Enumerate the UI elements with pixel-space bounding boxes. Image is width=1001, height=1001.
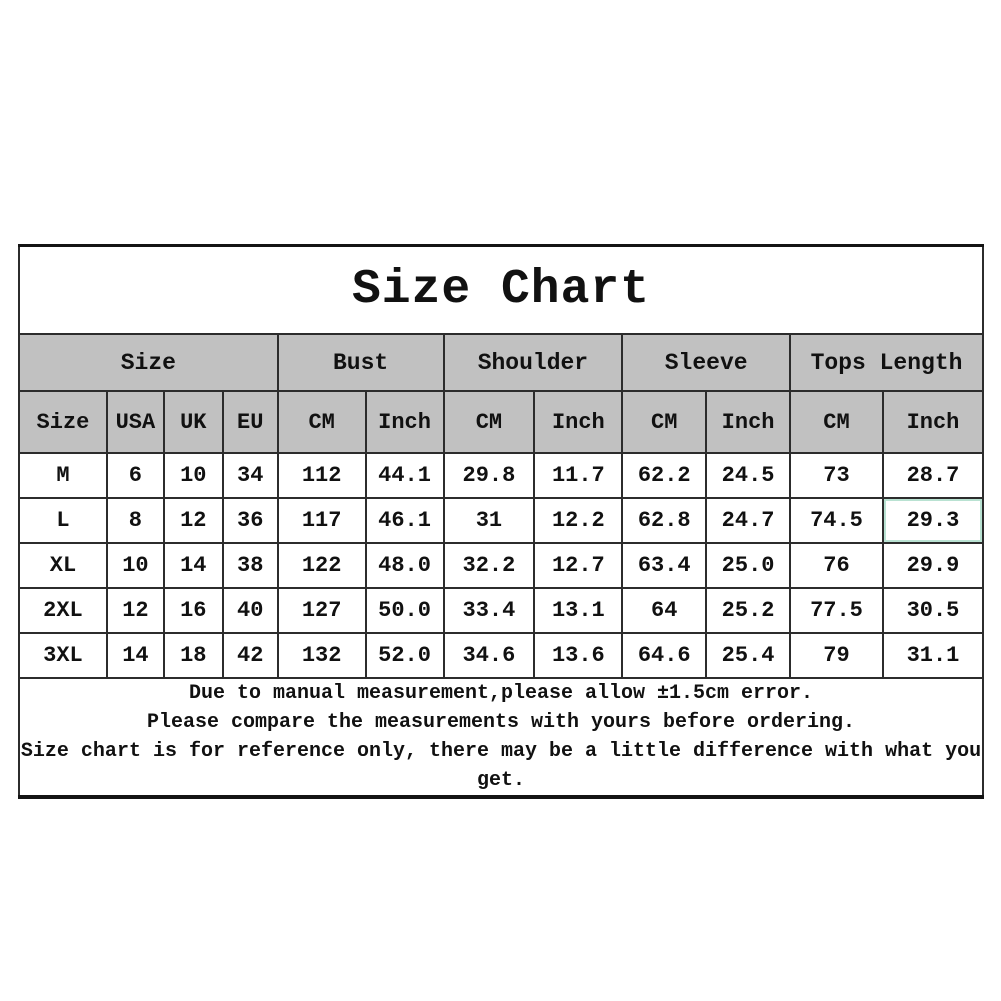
- table-cell: 127: [276, 587, 367, 634]
- note-measurement-error: Due to manual measurement,please allow ±…: [188, 682, 814, 705]
- table-cell: 10: [162, 452, 224, 499]
- table-row-3xl: 3XL 14 18 42 132 52.0 34.6 13.6 64.6 25.…: [18, 632, 985, 679]
- title-row: Size Chart: [18, 244, 984, 335]
- column-header-shoulder-cm: CM: [442, 390, 536, 454]
- table-cell: 34.6: [442, 632, 536, 679]
- table-cell: 31.1: [881, 632, 985, 679]
- table-cell: 10: [105, 542, 165, 589]
- column-header-usa: USA: [105, 390, 165, 454]
- notes-row: Due to manual measurement,please allow ±…: [18, 677, 984, 798]
- sub-header-row: Size USA UK EU CM Inch CM Inch CM Inch C…: [18, 390, 985, 454]
- table-cell: 13.6: [533, 632, 624, 679]
- table-cell: 117: [276, 497, 367, 544]
- table-cell: 112: [276, 452, 367, 499]
- table-row-l: L 8 12 36 117 46.1 31 12.2 62.8 24.7 74.…: [18, 497, 985, 544]
- table-cell: 24.5: [705, 452, 792, 499]
- table-cell: 52.0: [364, 632, 445, 679]
- size-chart-table: Size Chart Size Bust Shoulder Sleeve Top…: [18, 244, 985, 799]
- row-label: XL: [18, 542, 108, 589]
- table-cell: 73: [789, 452, 884, 499]
- table-cell: 38: [221, 542, 279, 589]
- column-header-uk: UK: [162, 390, 224, 454]
- group-header-shoulder: Shoulder: [442, 333, 624, 392]
- table-cell: 30.5: [881, 587, 985, 634]
- table-cell: 29.8: [442, 452, 536, 499]
- table-cell: 29.9: [881, 542, 985, 589]
- row-label: 3XL: [18, 632, 108, 679]
- column-header-shoulder-inch: Inch: [533, 390, 624, 454]
- table-cell: 64.6: [621, 632, 708, 679]
- table-cell: 18: [162, 632, 224, 679]
- table-cell: 8: [105, 497, 165, 544]
- table-cell: 74.5: [789, 497, 884, 544]
- table-cell: 25.2: [705, 587, 792, 634]
- table-cell: 79: [789, 632, 884, 679]
- table-row-2xl: 2XL 12 16 40 127 50.0 33.4 13.1 64 25.2 …: [18, 587, 985, 634]
- table-cell: 46.1: [364, 497, 445, 544]
- row-label: 2XL: [18, 587, 108, 634]
- column-header-sleeve-inch: Inch: [705, 390, 792, 454]
- table-cell: 16: [162, 587, 224, 634]
- table-cell: 24.7: [705, 497, 792, 544]
- table-cell: 28.7: [881, 452, 985, 499]
- table-cell: 12: [105, 587, 165, 634]
- group-header-tops-length: Tops Length: [789, 333, 984, 392]
- table-cell: 44.1: [364, 452, 445, 499]
- column-header-bust-cm: CM: [276, 390, 367, 454]
- chart-title: Size Chart: [18, 244, 984, 335]
- table-cell: 34: [221, 452, 279, 499]
- table-cell: 12: [162, 497, 224, 544]
- note-reference-only: Size chart is for reference only, there …: [20, 740, 982, 792]
- group-header-row: Size Bust Shoulder Sleeve Tops Length: [18, 333, 984, 392]
- notes-cell: Due to manual measurement,please allow ±…: [18, 677, 984, 798]
- column-header-size: Size: [18, 390, 108, 454]
- table-cell: 13.1: [533, 587, 624, 634]
- table-cell: 40: [221, 587, 279, 634]
- row-label: M: [18, 452, 108, 499]
- table-cell: 76: [789, 542, 884, 589]
- table-cell: 64: [621, 587, 708, 634]
- column-header-tops-inch: Inch: [881, 390, 985, 454]
- column-header-sleeve-cm: CM: [621, 390, 708, 454]
- table-cell: 25.0: [705, 542, 792, 589]
- table-cell: 42: [221, 632, 279, 679]
- column-header-eu: EU: [221, 390, 279, 454]
- group-header-size: Size: [18, 333, 279, 392]
- group-header-sleeve: Sleeve: [621, 333, 792, 392]
- table-cell: 6: [105, 452, 165, 499]
- table-cell: 132: [276, 632, 367, 679]
- table-cell: 62.2: [621, 452, 708, 499]
- table-row-m: M 6 10 34 112 44.1 29.8 11.7 62.2 24.5 7…: [18, 452, 985, 499]
- column-header-tops-cm: CM: [789, 390, 884, 454]
- table-cell: 32.2: [442, 542, 536, 589]
- column-header-bust-inch: Inch: [364, 390, 445, 454]
- note-compare-measurements: Please compare the measurements with you…: [146, 711, 856, 734]
- table-cell: 14: [105, 632, 165, 679]
- table-cell: 122: [276, 542, 367, 589]
- table-cell: 63.4: [621, 542, 708, 589]
- table-cell-highlighted: 29.3: [881, 497, 985, 544]
- table-cell: 77.5: [789, 587, 884, 634]
- row-label: L: [18, 497, 108, 544]
- table-row-xl: XL 10 14 38 122 48.0 32.2 12.7 63.4 25.0…: [18, 542, 985, 589]
- group-header-bust: Bust: [276, 333, 445, 392]
- table-cell: 14: [162, 542, 224, 589]
- table-cell: 12.2: [533, 497, 624, 544]
- table-cell: 25.4: [705, 632, 792, 679]
- table-cell: 36: [221, 497, 279, 544]
- table-cell: 33.4: [442, 587, 536, 634]
- table-cell: 31: [442, 497, 536, 544]
- table-cell: 50.0: [364, 587, 445, 634]
- table-cell: 12.7: [533, 542, 624, 589]
- table-cell: 48.0: [364, 542, 445, 589]
- table-cell: 11.7: [533, 452, 624, 499]
- table-cell: 62.8: [621, 497, 708, 544]
